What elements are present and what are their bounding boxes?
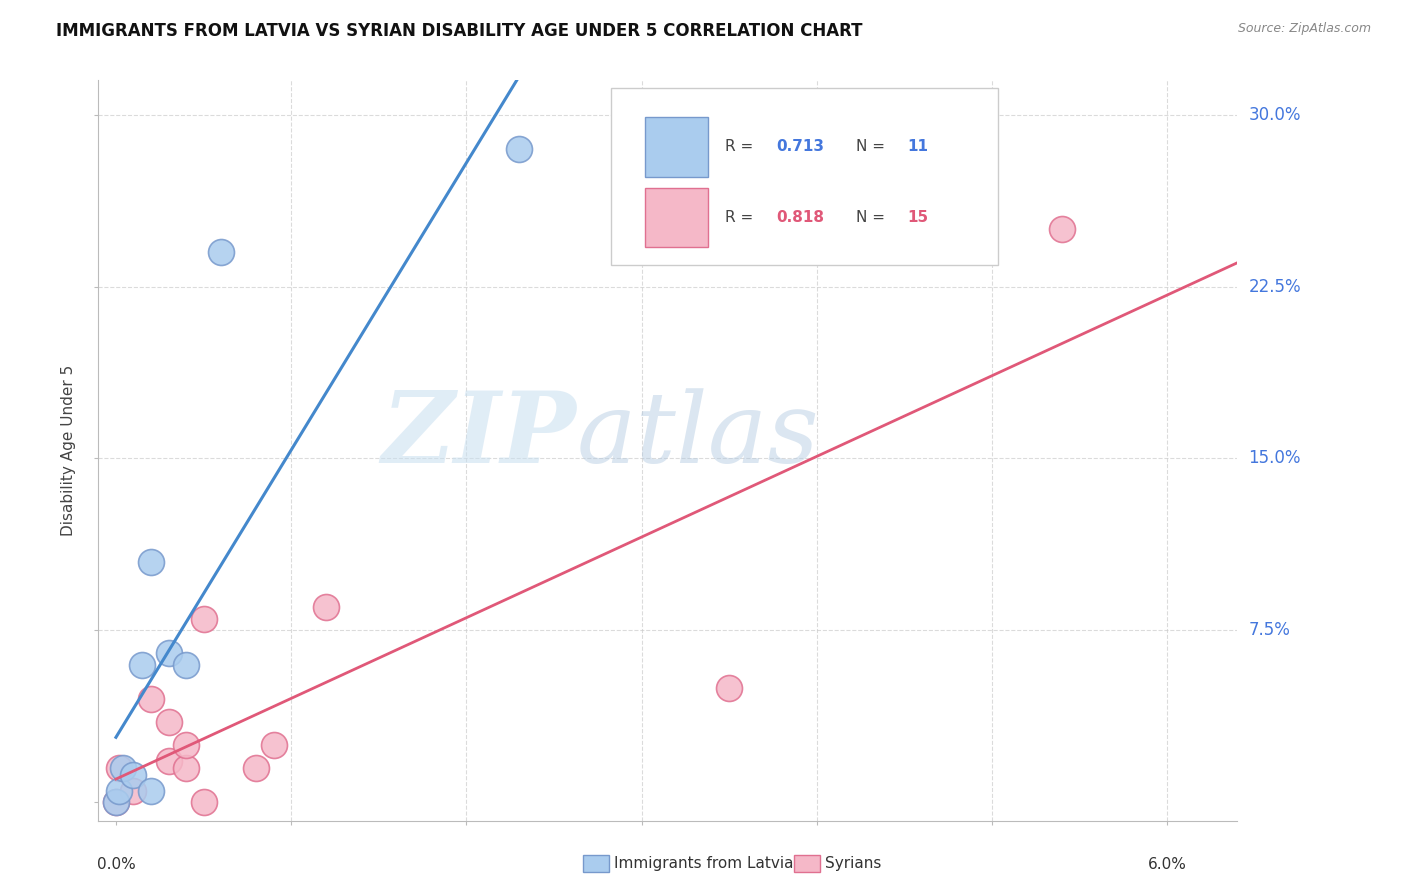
Text: 15.0%: 15.0% — [1249, 450, 1301, 467]
Point — [157, 646, 180, 660]
Text: 15: 15 — [907, 210, 928, 225]
Y-axis label: Disability Age Under 5: Disability Age Under 5 — [60, 365, 76, 536]
Point — [131, 657, 153, 672]
Text: R =: R = — [725, 139, 758, 154]
Point — [108, 761, 131, 775]
Point — [193, 795, 215, 809]
Point — [139, 692, 162, 706]
Text: ZIP: ZIP — [382, 387, 576, 483]
Text: Immigrants from Latvia: Immigrants from Latvia — [614, 856, 794, 871]
Point — [122, 784, 145, 798]
Point — [245, 761, 267, 775]
Point — [111, 761, 134, 775]
Point — [315, 600, 337, 615]
Text: IMMIGRANTS FROM LATVIA VS SYRIAN DISABILITY AGE UNDER 5 CORRELATION CHART: IMMIGRANTS FROM LATVIA VS SYRIAN DISABIL… — [56, 22, 863, 40]
Text: N =: N = — [856, 139, 890, 154]
Point — [174, 761, 197, 775]
Point — [108, 784, 131, 798]
Point — [139, 555, 162, 569]
Point — [104, 795, 127, 809]
Text: 11: 11 — [907, 139, 928, 154]
Text: atlas: atlas — [576, 388, 820, 483]
Point — [157, 715, 180, 730]
Point — [193, 612, 215, 626]
Point — [263, 738, 285, 752]
Bar — [645, 118, 707, 177]
Text: N =: N = — [856, 210, 890, 225]
Point — [209, 245, 232, 260]
Text: R =: R = — [725, 210, 758, 225]
Text: 6.0%: 6.0% — [1147, 857, 1187, 872]
Point — [139, 784, 162, 798]
Point — [1050, 222, 1073, 236]
Point — [508, 142, 530, 156]
Text: 0.0%: 0.0% — [97, 857, 135, 872]
Text: 30.0%: 30.0% — [1249, 105, 1301, 124]
Text: 22.5%: 22.5% — [1249, 277, 1301, 295]
Text: Syrians: Syrians — [825, 856, 882, 871]
Text: Source: ZipAtlas.com: Source: ZipAtlas.com — [1237, 22, 1371, 36]
FancyBboxPatch shape — [612, 87, 998, 266]
Bar — [645, 187, 707, 247]
Point — [174, 738, 197, 752]
Point — [718, 681, 741, 695]
Point — [122, 768, 145, 782]
Text: 0.818: 0.818 — [776, 210, 824, 225]
Point — [104, 795, 127, 809]
Point — [157, 754, 180, 768]
Text: 7.5%: 7.5% — [1249, 622, 1291, 640]
Point — [174, 657, 197, 672]
Text: 0.713: 0.713 — [776, 139, 824, 154]
